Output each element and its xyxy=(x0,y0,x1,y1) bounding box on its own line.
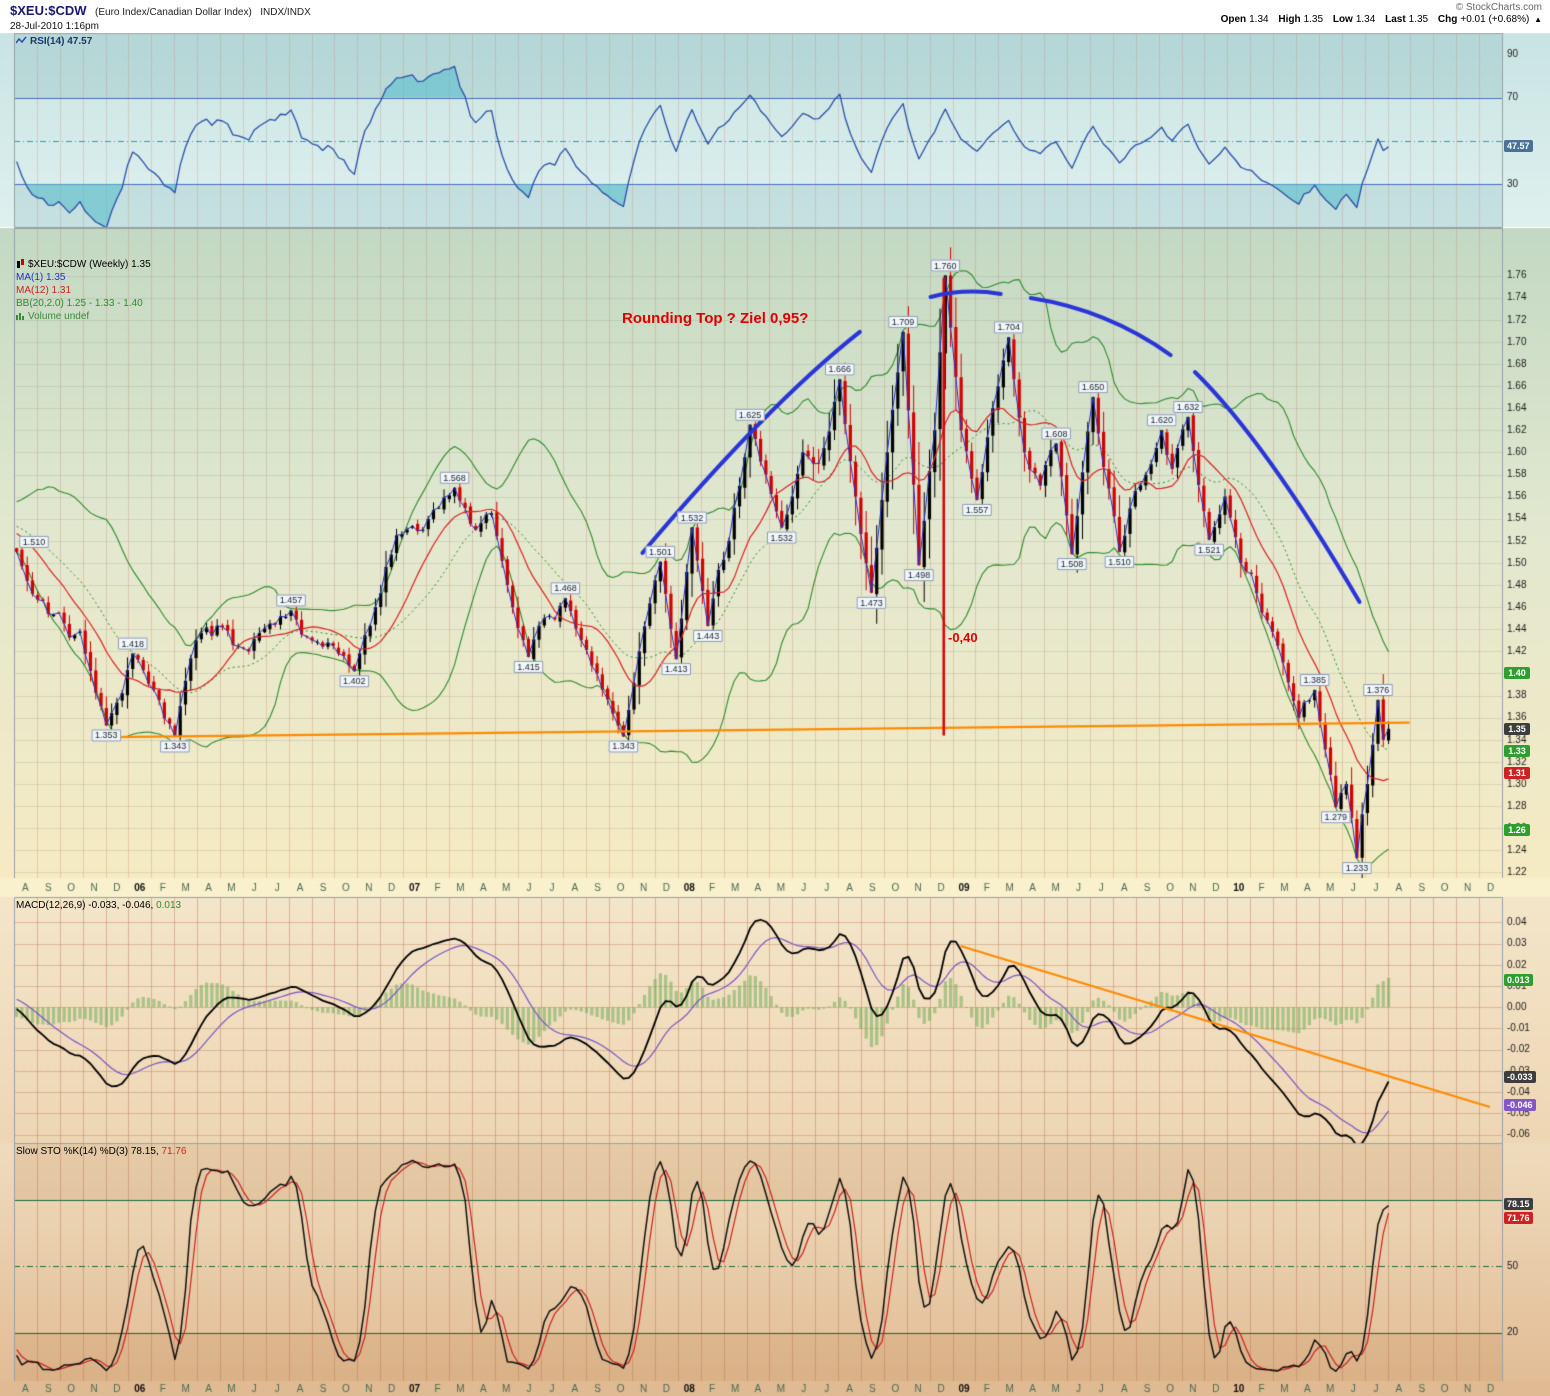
chg-label: Chg xyxy=(1437,14,1458,25)
symbol: $XEU:$CDW xyxy=(10,3,87,18)
low-value: 1.34 xyxy=(1355,14,1376,25)
header-left: $XEU:$CDW (Euro Index/Canadian Dollar In… xyxy=(10,2,311,32)
last-value: 1.35 xyxy=(1408,14,1429,25)
open-value: 1.34 xyxy=(1249,14,1269,25)
change-up-icon: ▲ xyxy=(1534,15,1542,24)
exchange: INDX/INDX xyxy=(260,7,311,18)
high-label: High xyxy=(1278,14,1301,25)
symbol-description: (Euro Index/Canadian Dollar Index) xyxy=(95,7,252,18)
quote-line: Open 1.34 High 1.35 Low 1.34 Last 1.35 Chg +0… xyxy=(1214,14,1542,25)
chg-value: +0.01 (+0.68%) xyxy=(1460,14,1530,25)
title-line: $XEU:$CDW (Euro Index/Canadian Dollar In… xyxy=(10,2,311,20)
header-right: © StockCharts.com Open 1.34 High 1.35 Low 1… xyxy=(1214,2,1542,25)
chart-datetime: 28-Jul-2010 1:16pm xyxy=(10,21,99,32)
low-label: Low xyxy=(1332,14,1353,25)
high-value: 1.35 xyxy=(1303,14,1324,25)
copyright: © StockCharts.com xyxy=(1455,2,1542,13)
open-label: Open xyxy=(1220,14,1247,25)
chart-header: $XEU:$CDW (Euro Index/Canadian Dollar In… xyxy=(0,0,1550,33)
last-label: Last xyxy=(1385,14,1406,25)
